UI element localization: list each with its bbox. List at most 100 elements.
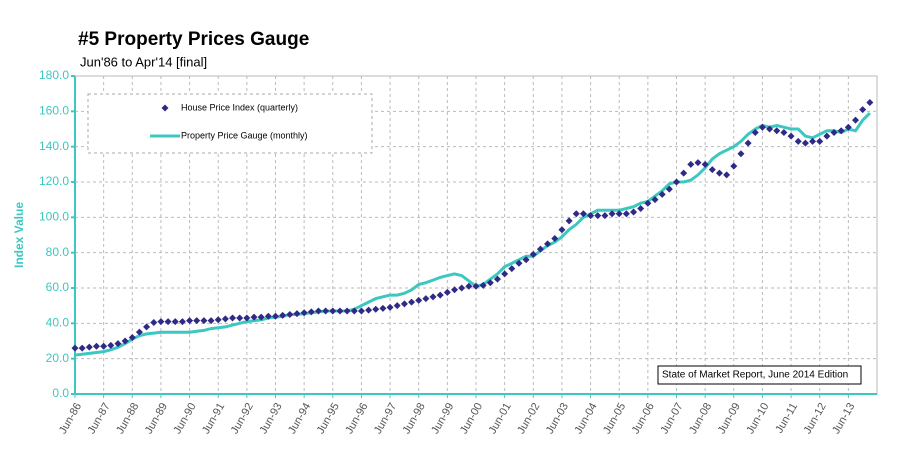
- data-point: [465, 282, 473, 290]
- x-tick-label: Jun-97: [372, 401, 399, 436]
- data-point: [680, 169, 688, 177]
- data-point: [758, 123, 766, 131]
- x-tick-label: Jun-94: [286, 401, 313, 436]
- data-point: [272, 312, 279, 320]
- data-point: [443, 288, 451, 296]
- data-point: [651, 196, 659, 204]
- data-point: [329, 307, 337, 315]
- y-tick-label: 80.0: [46, 245, 70, 259]
- data-point: [171, 318, 179, 326]
- data-point: [816, 137, 824, 145]
- data-point: [536, 245, 544, 253]
- data-point: [186, 317, 194, 325]
- x-tick-label: Jun-90: [171, 401, 198, 436]
- x-tick-label: Jun-99: [429, 401, 456, 436]
- data-point: [78, 344, 86, 352]
- data-point: [286, 311, 294, 318]
- data-point: [357, 307, 365, 315]
- x-tick-label: Jun-89: [143, 401, 170, 436]
- y-tick-label: 180.0: [39, 68, 69, 82]
- data-point: [801, 139, 809, 147]
- x-tick-label: Jun-96: [343, 401, 370, 436]
- data-point: [673, 178, 680, 186]
- x-tick-label: Jun-98: [401, 401, 428, 436]
- data-point: [766, 125, 774, 133]
- data-point: [751, 129, 759, 137]
- data-point: [92, 342, 100, 350]
- data-point: [501, 270, 509, 278]
- y-tick-label: 60.0: [46, 280, 70, 294]
- data-point: [107, 341, 115, 349]
- data-point: [565, 217, 573, 225]
- data-point: [257, 313, 265, 321]
- data-point: [178, 318, 186, 326]
- y-tick-label: 20.0: [46, 351, 70, 365]
- data-point: [551, 235, 559, 243]
- data-point: [493, 275, 501, 283]
- y-tick-label: 0.0: [52, 386, 69, 400]
- data-point: [207, 317, 215, 325]
- x-tick-label: Jun-88: [114, 401, 141, 436]
- chart-subtitle: Jun'86 to Apr'14 [final]: [80, 54, 207, 69]
- data-point: [85, 343, 93, 351]
- x-tick-label: Jun-95: [315, 401, 342, 436]
- x-tick-label: Jun-02: [515, 401, 542, 436]
- data-point: [715, 169, 723, 177]
- y-tick-label: 100.0: [39, 210, 69, 224]
- data-point: [393, 302, 401, 310]
- data-point: [594, 212, 602, 220]
- x-tick-label: Jun-09: [716, 401, 743, 436]
- data-point: [572, 210, 580, 218]
- x-tick-label: Jun-10: [744, 401, 771, 436]
- data-point: [408, 298, 416, 306]
- data-point: [615, 210, 623, 218]
- data-point: [637, 205, 645, 212]
- data-point: [451, 286, 459, 294]
- data-point: [472, 282, 480, 290]
- legend-label: House Price Index (quarterly): [181, 102, 298, 112]
- data-point: [601, 212, 609, 220]
- x-tick-label: Jun-01: [487, 401, 514, 436]
- data-point: [544, 240, 552, 248]
- data-point: [200, 317, 208, 325]
- data-point: [157, 318, 165, 326]
- data-point: [214, 316, 222, 324]
- data-point: [823, 132, 831, 140]
- data-point: [336, 307, 344, 315]
- data-point: [143, 323, 151, 331]
- data-point: [243, 314, 251, 322]
- data-point: [164, 318, 172, 326]
- x-tick-label: Jun-13: [830, 401, 857, 436]
- data-point: [429, 293, 437, 301]
- data-point: [644, 199, 652, 207]
- y-tick-label: 40.0: [46, 316, 70, 330]
- data-point: [844, 123, 852, 131]
- data-point: [264, 312, 272, 320]
- data-point: [71, 344, 79, 352]
- x-tick-label: Jun-00: [458, 401, 485, 436]
- data-point: [114, 340, 122, 348]
- y-axis-label: Index Value: [12, 202, 26, 268]
- data-point: [458, 284, 466, 292]
- data-point: [866, 99, 874, 106]
- data-point: [100, 342, 108, 350]
- data-point: [701, 160, 709, 168]
- data-point: [515, 259, 523, 267]
- x-tick-label: Jun-04: [572, 401, 599, 436]
- x-tick-label: Jun-07: [658, 401, 685, 436]
- y-tick-label: 140.0: [39, 139, 69, 153]
- data-point: [859, 106, 867, 114]
- data-point: [379, 304, 387, 312]
- data-point: [121, 337, 129, 345]
- x-tick-label: Jun-86: [57, 401, 84, 436]
- data-point: [587, 212, 595, 220]
- series-line: [74, 112, 871, 357]
- plot-area: [71, 75, 878, 398]
- legend-label: Property Price Gauge (monthly): [181, 130, 308, 140]
- annotation-box: [657, 365, 862, 385]
- legend-marker: [161, 104, 169, 112]
- data-point: [809, 137, 817, 145]
- data-point: [300, 309, 308, 317]
- data-point: [730, 162, 738, 170]
- data-point: [221, 315, 229, 323]
